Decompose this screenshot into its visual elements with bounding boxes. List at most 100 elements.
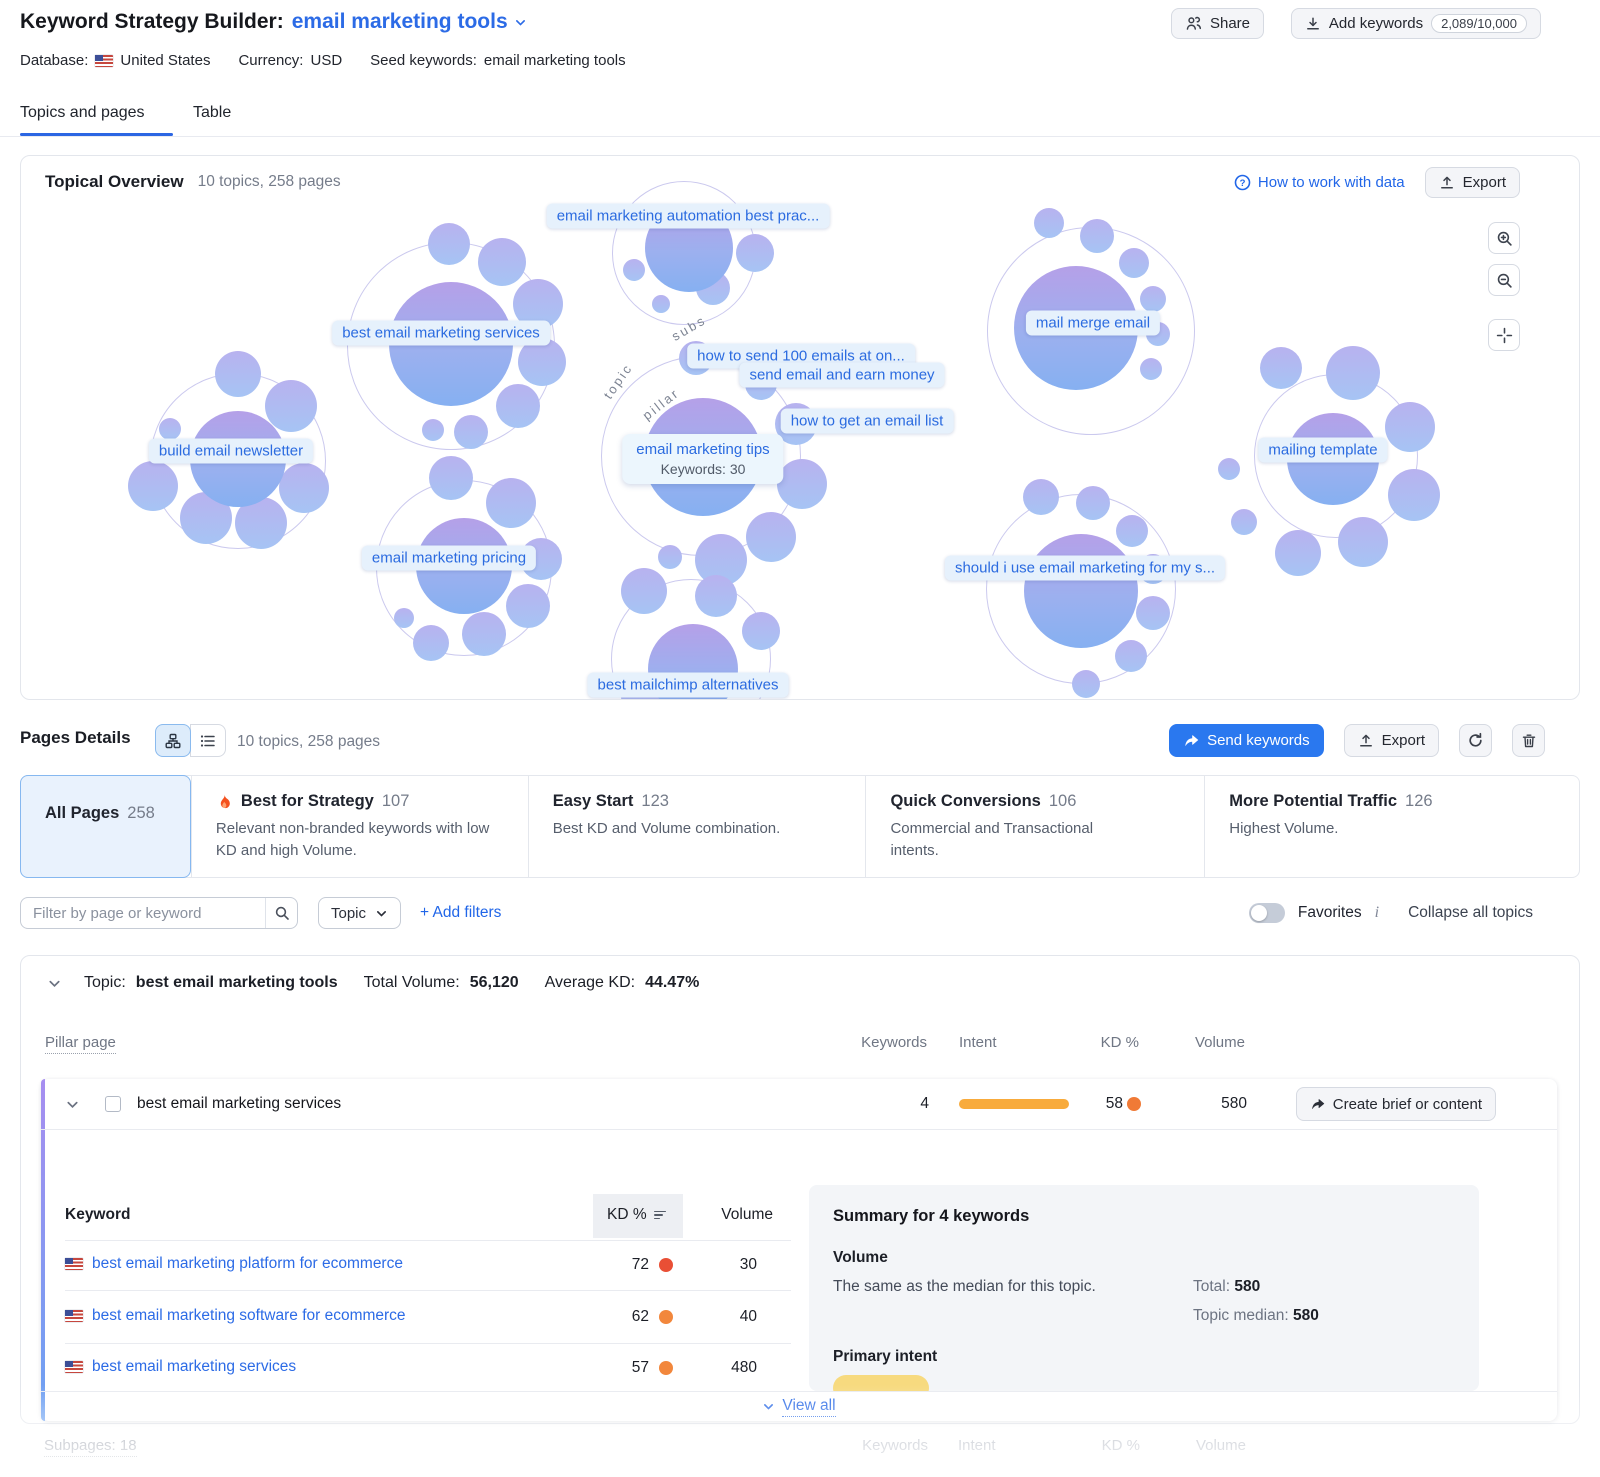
refresh-button[interactable]: [1459, 724, 1492, 757]
tab-all-pages[interactable]: All Pages 258: [20, 775, 191, 878]
tab-topics-and-pages[interactable]: Topics and pages: [20, 104, 145, 121]
subtopic-bubble[interactable]: [621, 568, 667, 614]
subtopic-bubble[interactable]: [746, 512, 796, 562]
project-dropdown[interactable]: email marketing tools: [292, 10, 527, 34]
subtopic-bubble[interactable]: [1275, 530, 1321, 576]
subtopic-bubble[interactable]: [777, 459, 827, 509]
subtopic-bubble[interactable]: [496, 384, 540, 428]
subtopic-bubble[interactable]: [486, 478, 536, 528]
subtopic-bubble[interactable]: [736, 234, 774, 272]
keyword-link[interactable]: best email marketing platform for ecomme…: [65, 1255, 403, 1273]
subtopic-bubble[interactable]: [1023, 479, 1059, 515]
subtopic-bubble[interactable]: [1260, 347, 1302, 389]
sitemap-icon: [165, 733, 181, 748]
add-filters-link[interactable]: + Add filters: [420, 904, 502, 921]
subtopic-bubble[interactable]: [1140, 286, 1166, 312]
subtopic-bubble[interactable]: [652, 295, 670, 313]
collapse-all-topics-link[interactable]: Collapse all topics: [1408, 904, 1533, 921]
view-all-row[interactable]: View all: [41, 1391, 1557, 1421]
info-icon[interactable]: i: [1374, 904, 1380, 921]
keyword-link[interactable]: best email marketing services: [65, 1358, 296, 1376]
recenter-button[interactable]: [1488, 319, 1520, 351]
subtopic-bubble[interactable]: [1326, 346, 1380, 400]
subtopic-bubble[interactable]: [422, 419, 444, 441]
tab-table[interactable]: Table: [193, 104, 232, 121]
cluster-label[interactable]: best mailchimp alternatives: [587, 672, 789, 698]
list-view-button[interactable]: [190, 724, 226, 757]
cluster-label[interactable]: email marketing automation best prac...: [546, 203, 830, 229]
filter-input[interactable]: [21, 904, 265, 922]
topic-bubble[interactable]: [1024, 534, 1138, 648]
subtopic-bubble[interactable]: [215, 351, 261, 397]
subtopic-bubble[interactable]: [1140, 358, 1162, 380]
share-button[interactable]: Share: [1170, 8, 1264, 39]
subtopic-bubble[interactable]: [1116, 515, 1148, 547]
subtopic-bubble[interactable]: [742, 612, 780, 650]
subtopic-bubble[interactable]: [518, 338, 566, 386]
add-keywords-button[interactable]: Add keywords 2,089/10,000: [1290, 8, 1541, 39]
zoom-out-button[interactable]: [1488, 264, 1520, 296]
overview-export-button[interactable]: Export: [1424, 167, 1520, 198]
col-pillar-page[interactable]: Pillar page: [45, 1034, 116, 1054]
subtopic-bubble[interactable]: [462, 612, 506, 656]
pages-export-button[interactable]: Export: [1343, 724, 1439, 757]
cluster-label[interactable]: build email newsletter: [148, 438, 314, 464]
help-link[interactable]: ? How to work with data: [1234, 174, 1405, 191]
cluster-label[interactable]: mailing template: [1258, 437, 1388, 463]
subtopic-bubble[interactable]: [428, 223, 470, 265]
tab-more-potential-traffic[interactable]: More Potential Traffic 126 Highest Volume…: [1204, 776, 1579, 877]
cluster-label[interactable]: how to get an email list: [780, 408, 954, 434]
tab-quick-conversions[interactable]: Quick Conversions 106 Commercial and Tran…: [865, 776, 1204, 877]
cluster-label[interactable]: best email marketing services: [332, 320, 550, 346]
subtopic-bubble[interactable]: [1119, 248, 1149, 278]
subtopic-bubble[interactable]: [506, 584, 550, 628]
subpages-label[interactable]: Subpages: 18: [44, 1437, 137, 1457]
zoom-in-button[interactable]: [1488, 222, 1520, 254]
subtopic-bubble[interactable]: [1034, 208, 1064, 238]
subtopic-bubble[interactable]: [1338, 517, 1388, 567]
send-keywords-button[interactable]: Send keywords: [1169, 724, 1324, 757]
crosshair-icon: [1496, 327, 1512, 343]
delete-button[interactable]: [1512, 724, 1545, 757]
search-button[interactable]: [265, 898, 297, 928]
chevron-down-icon[interactable]: [47, 976, 62, 991]
subtopic-bubble[interactable]: [1080, 219, 1114, 253]
subtopic-bubble[interactable]: [1076, 486, 1110, 520]
subtopic-bubble[interactable]: [1231, 509, 1257, 535]
subtopic-bubble[interactable]: [1115, 640, 1147, 672]
create-brief-button[interactable]: Create brief or content: [1295, 1087, 1496, 1121]
topic-name: best email marketing tools: [135, 974, 338, 991]
subtopic-bubble[interactable]: [394, 608, 414, 628]
subtopic-bubble[interactable]: [1385, 402, 1435, 452]
pillar-expand-chevron[interactable]: [65, 1097, 80, 1112]
favorites-toggle[interactable]: [1248, 903, 1285, 923]
subtopic-bubble[interactable]: [478, 238, 526, 286]
subtopic-bubble[interactable]: [413, 625, 449, 661]
tab-easy-start[interactable]: Easy Start 123 Best KD and Volume combina…: [527, 776, 866, 877]
subtopic-bubble[interactable]: [429, 456, 473, 500]
subtopic-bubble[interactable]: [695, 575, 737, 617]
subtopic-bubble[interactable]: [1072, 670, 1100, 698]
subtopic-bubble[interactable]: [1218, 458, 1240, 480]
subpages-col-volume: Volume: [1195, 1437, 1246, 1454]
subtopic-bubble[interactable]: [279, 463, 329, 513]
subtopic-bubble[interactable]: [159, 418, 181, 440]
hierarchy-view-button[interactable]: [155, 724, 191, 757]
subtopic-bubble[interactable]: [454, 415, 488, 449]
cluster-label[interactable]: send email and earn money: [739, 362, 945, 388]
tab-best-for-strategy[interactable]: Best for Strategy 107 Relevant non-brande…: [190, 776, 528, 877]
pillar-checkbox[interactable]: [105, 1096, 121, 1112]
keyword-link[interactable]: best email marketing software for ecomme…: [65, 1307, 406, 1325]
subtopic-bubble[interactable]: [128, 461, 178, 511]
overview-actions: ? How to work with data Export: [1234, 167, 1520, 198]
cluster-label[interactable]: email marketing pricing: [361, 545, 537, 571]
subtopic-bubble[interactable]: [658, 545, 682, 569]
subtopic-bubble[interactable]: [265, 380, 317, 432]
subtopic-bubble[interactable]: [1136, 596, 1170, 630]
cluster-label[interactable]: should i use email marketing for my s...: [944, 555, 1226, 581]
subtopic-bubble[interactable]: [623, 259, 645, 281]
cluster-label[interactable]: mail merge email: [1025, 310, 1161, 336]
kw-col-kd-sort[interactable]: KD %: [607, 1206, 666, 1224]
topic-filter-dropdown[interactable]: Topic: [318, 897, 402, 929]
subtopic-bubble[interactable]: [1388, 469, 1440, 521]
